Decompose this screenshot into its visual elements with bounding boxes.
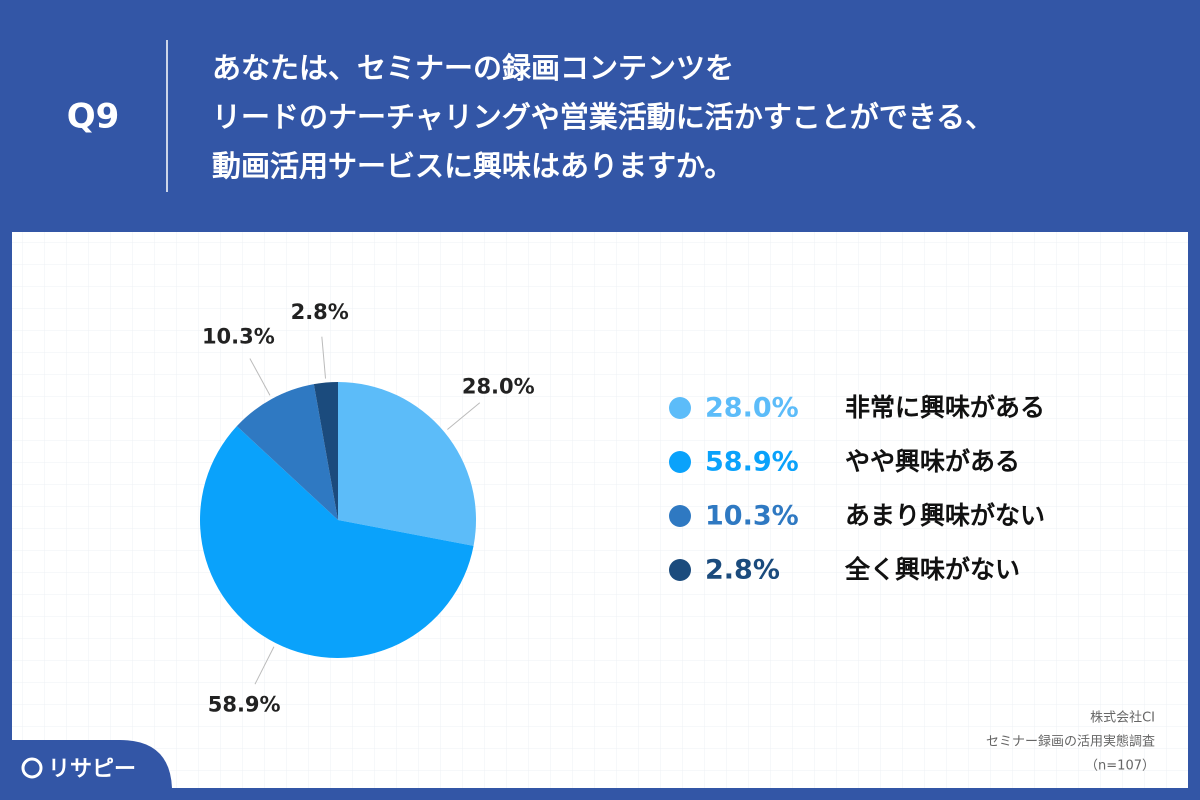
legend-value: 2.8%: [705, 555, 780, 586]
logo-tab: [0, 740, 172, 800]
legend-value: 28.0%: [705, 393, 799, 424]
logo-icon: [21, 757, 43, 779]
pie-slice: [200, 426, 474, 658]
legend-label: やや興味がある: [845, 447, 1020, 476]
pie-slice: [236, 384, 338, 520]
legend-marker: [669, 451, 691, 473]
question-number: Q9: [67, 97, 120, 137]
logo: リサピー: [48, 757, 136, 782]
leader-line: [447, 402, 481, 430]
legend-label: 非常に興味がある: [845, 393, 1045, 422]
title-line: リードのナーチャリングや営業活動に活かすことができる、: [212, 100, 994, 134]
legend-marker: [669, 505, 691, 527]
title-line: あなたは、セミナーの録画コンテンツを: [212, 51, 734, 85]
source: 株式会社CI: [1090, 710, 1155, 726]
legend-marker: [669, 559, 691, 581]
value-label: 28.0%: [462, 374, 535, 398]
source: セミナー録画の活用実態調査: [986, 734, 1155, 750]
leader-line: [249, 358, 271, 396]
leader-line: [321, 336, 327, 379]
pie-slice: [313, 382, 338, 520]
legend-value: 58.9%: [705, 447, 799, 478]
title-line: 動画活用サービスに興味はありますか。: [212, 149, 733, 183]
source: （n=107）: [1085, 759, 1155, 774]
legend-label: 全く興味がない: [844, 555, 1020, 584]
pie-slice: [338, 382, 477, 546]
legend-value: 10.3%: [705, 501, 799, 532]
leader-line: [254, 646, 275, 685]
legend-label: あまり興味がない: [845, 501, 1045, 530]
value-label: 2.8%: [291, 300, 349, 324]
value-label: 10.3%: [202, 324, 275, 348]
legend-marker: [669, 397, 691, 419]
value-label: 58.9%: [208, 693, 281, 717]
